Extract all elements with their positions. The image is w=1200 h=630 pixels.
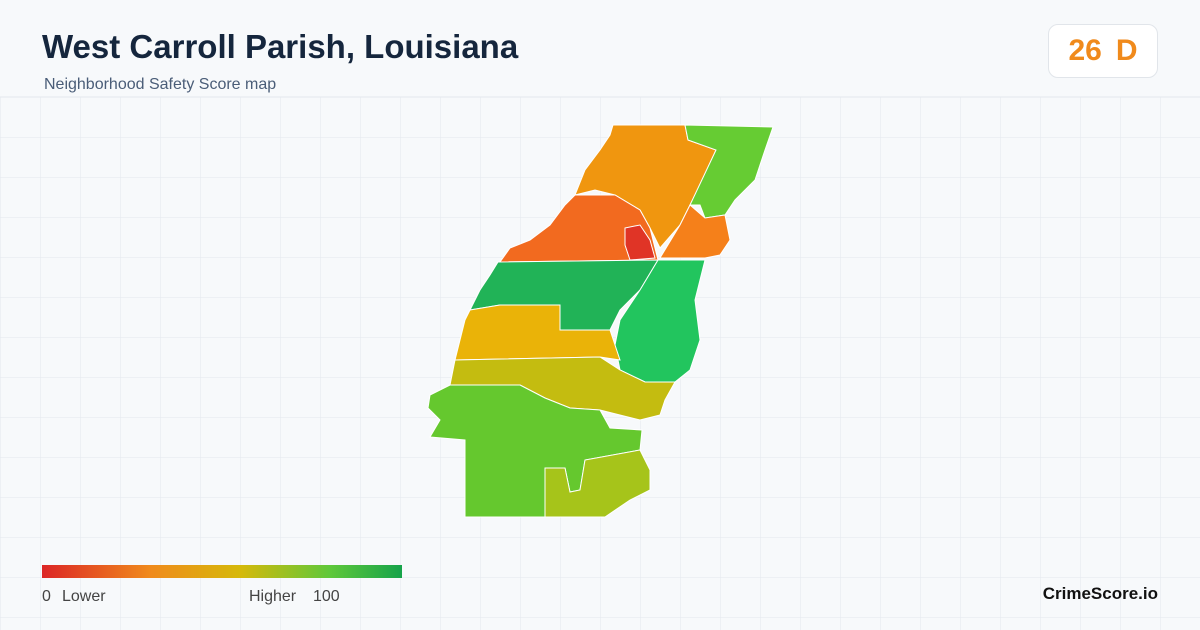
brand: CrimeScore.io: [1042, 584, 1158, 603]
legend-max: 100: [313, 588, 340, 605]
legend-low: Lower: [62, 588, 106, 605]
score: 26: [1068, 34, 1102, 67]
title: West Carroll Parish, Louisiana: [42, 28, 519, 65]
legend-high: Higher: [249, 588, 297, 605]
subtitle: Neighborhood Safety Score map: [44, 76, 277, 93]
region: [624, 224, 656, 261]
score-badge: 26 D: [1048, 24, 1158, 78]
region: [544, 449, 651, 518]
legend-bar: [42, 565, 402, 578]
legend-min: 0: [42, 588, 51, 605]
grade: D: [1115, 34, 1138, 67]
region: [659, 204, 731, 259]
regions: [427, 124, 774, 518]
region: [454, 304, 621, 361]
